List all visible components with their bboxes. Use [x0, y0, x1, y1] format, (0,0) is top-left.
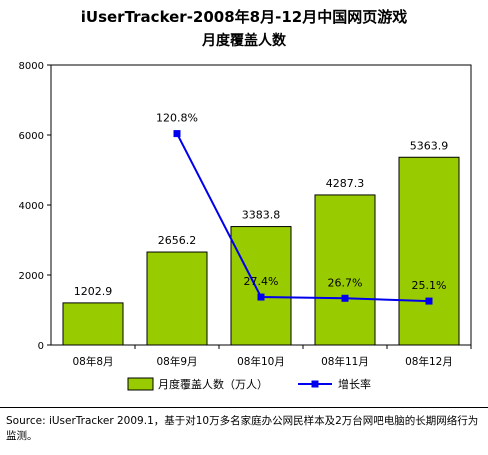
x-tick-label: 08年12月 — [405, 355, 453, 368]
bar — [398, 156, 460, 346]
x-tick-label: 08年8月 — [72, 355, 113, 368]
growth-value-label: 27.4% — [244, 275, 279, 288]
bar-value-label: 3383.8 — [242, 209, 281, 222]
bar — [314, 194, 376, 346]
legend-line-marker — [311, 380, 319, 388]
growth-value-label: 25.1% — [412, 279, 447, 292]
y-tick-label: 8000 — [19, 61, 44, 72]
bar — [230, 226, 292, 346]
divider — [0, 407, 488, 408]
bar — [62, 302, 124, 346]
growth-value-label: 120.8% — [156, 112, 198, 125]
growth-value-label: 26.7% — [328, 276, 363, 289]
x-tick-label: 08年11月 — [321, 355, 369, 368]
growth-line — [176, 133, 430, 303]
growth-point — [341, 294, 349, 302]
legend-bar-label: 月度覆盖人数（万人） — [158, 377, 268, 391]
y-tick-label: 6000 — [19, 131, 44, 142]
x-tick-label: 08年9月 — [156, 355, 197, 368]
y-tick-label: 0 — [38, 341, 44, 352]
legend-bar-swatch — [127, 377, 154, 391]
chart-title-line1: iUserTracker-2008年8月-12月中国网页游戏 — [80, 8, 408, 26]
x-tick-label: 08年10月 — [237, 355, 285, 368]
legend-line-label: 增长率 — [338, 377, 371, 391]
growth-point — [257, 293, 265, 301]
chart-title-line2: 月度覆盖人数 — [202, 33, 286, 49]
y-tick-label: 2000 — [19, 271, 44, 282]
y-tick-label: 4000 — [19, 201, 44, 212]
bar-value-label: 1202.9 — [74, 285, 113, 298]
bar-value-label: 2656.2 — [158, 234, 197, 247]
source-note: Source: iUserTracker 2009.1，基于对10万多名家庭办公… — [6, 415, 479, 442]
growth-point — [425, 297, 433, 305]
bar — [146, 251, 208, 346]
bar-value-label: 5363.9 — [410, 139, 449, 152]
bar-value-label: 4287.3 — [326, 177, 365, 190]
chart-svg: 0 2000 4000 6000 8000 1202.9 08年8月 2656.2 08年9月 3… — [19, 61, 472, 391]
growth-point — [173, 130, 181, 138]
